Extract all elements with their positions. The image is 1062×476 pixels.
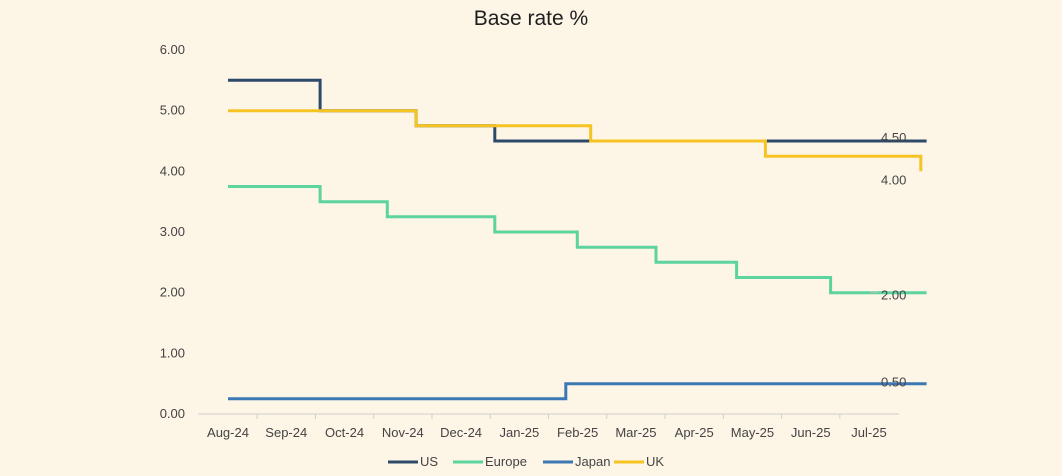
x-tick-label: Nov-24 (382, 425, 424, 440)
x-tick-label: Jan-25 (499, 425, 539, 440)
y-tick-label: 0.00 (160, 406, 185, 421)
x-tick-label: Apr-25 (675, 425, 714, 440)
y-tick-label: 5.00 (160, 103, 185, 118)
legend-label-japan: Japan (575, 454, 610, 469)
y-axis: 0.00 1.00 2.00 3.00 4.00 5.00 6.00 (160, 42, 185, 421)
end-labels: 4.50 2.00 0.50 4.00 (870, 130, 906, 390)
y-tick-label: 2.00 (160, 285, 185, 300)
y-tick-label: 4.00 (160, 163, 185, 178)
end-label-uk: 4.00 (881, 172, 906, 187)
legend-label-europe: Europe (485, 454, 527, 469)
end-label-europe: 2.00 (881, 288, 906, 303)
x-tick-label: Sep-24 (265, 425, 307, 440)
x-tick-label: Feb-25 (557, 425, 598, 440)
series-layer (228, 78, 927, 401)
x-tick-label: Aug-24 (207, 425, 249, 440)
x-tick-label: Oct-24 (325, 425, 364, 440)
x-axis: Aug-24 Sep-24 Oct-24 Nov-24 Dec-24 Jan-25 Feb-… (207, 414, 887, 440)
chart-title: Base rate % (474, 7, 588, 30)
series-line-europe (228, 185, 927, 295)
x-tick-label: Jul-25 (851, 425, 886, 440)
x-tick-label: Jun-25 (791, 425, 831, 440)
x-tick-label: Dec-24 (440, 425, 482, 440)
y-tick-label: 6.00 (160, 42, 185, 57)
series-line-japan (228, 382, 927, 401)
legend-label-us: US (420, 454, 438, 469)
legend-label-uk: UK (646, 454, 664, 469)
end-label-japan: 0.50 (881, 375, 906, 390)
y-tick-label: 3.00 (160, 224, 185, 239)
x-tick-label: Mar-25 (615, 425, 656, 440)
series-line-uk (228, 109, 923, 172)
legend: US Europe Japan UK (388, 454, 664, 469)
x-tick-label: May-25 (731, 425, 774, 440)
end-label-us: 4.50 (881, 130, 906, 145)
y-tick-label: 1.00 (160, 345, 185, 360)
